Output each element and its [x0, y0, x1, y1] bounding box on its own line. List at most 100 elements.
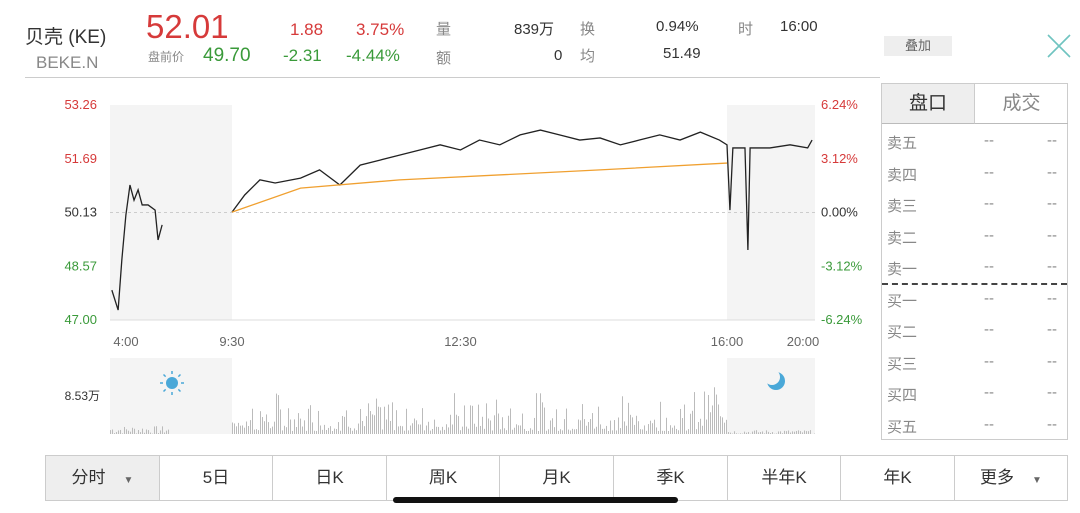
volume-bar	[320, 425, 321, 434]
volume-bar	[762, 431, 763, 434]
price-line	[231, 129, 813, 250]
volume-bar	[608, 430, 609, 434]
tab-trades[interactable]: 成交	[975, 84, 1068, 124]
volume-bar	[614, 420, 615, 434]
volume-bar	[584, 419, 585, 434]
tab-period[interactable]: 日K	[273, 455, 387, 501]
intraday-chart[interactable]: 53.26 6.24% 51.69 3.12% 50.13 0.00% 48.57 -3.12…	[0, 80, 880, 440]
volume-bar	[150, 432, 151, 434]
volume-bar	[254, 429, 255, 434]
orderbook-volume: --	[1047, 321, 1057, 338]
volume-bar	[740, 433, 741, 434]
volume-bar	[462, 426, 463, 434]
tab-label: 半年K	[761, 468, 807, 487]
orderbook-volume: --	[1047, 415, 1057, 433]
volume-bar	[414, 418, 415, 434]
volume-bar	[128, 430, 129, 434]
volume-bar	[688, 429, 689, 434]
volume-bar	[316, 430, 317, 434]
volume-bar	[622, 396, 623, 434]
volume-bar	[426, 425, 427, 434]
turnover-label: 换	[580, 21, 596, 38]
y-tick-right: 0.00%	[821, 205, 858, 220]
orderbook-row: 卖一 -- --	[882, 252, 1067, 283]
tab-period[interactable]: 半年K	[728, 455, 841, 501]
volume-bar	[804, 430, 805, 434]
volume-bar	[470, 405, 471, 434]
volume-bar	[412, 423, 413, 434]
volume-bar	[402, 426, 403, 434]
volume-bar	[502, 417, 503, 434]
volume-bar	[468, 428, 469, 434]
tab-period[interactable]: 周K	[387, 455, 500, 501]
volume-bar	[112, 429, 113, 434]
volume-bar	[522, 413, 523, 434]
orderbook-volume: --	[1047, 226, 1057, 244]
volume-bar	[686, 430, 687, 434]
volume-label: 量	[436, 21, 452, 38]
volume-bar	[356, 430, 357, 434]
tab-period[interactable]: 分时 ▼	[45, 455, 160, 501]
tab-period[interactable]: 5日	[160, 455, 273, 501]
volume-bar	[756, 430, 757, 434]
volume-bar	[324, 424, 325, 434]
volume-bar	[586, 425, 587, 434]
orderbook-price: --	[984, 415, 994, 433]
volume-bar	[118, 430, 119, 434]
volume-bar	[620, 428, 621, 434]
volume-bar	[126, 429, 127, 434]
volume-bar	[296, 427, 297, 434]
tab-period[interactable]: 月K	[500, 455, 614, 501]
volume-bar	[330, 426, 331, 434]
volume-bar	[158, 433, 159, 434]
volume-bar	[532, 429, 533, 434]
orderbook-price: --	[984, 352, 994, 370]
tab-label: 分时	[71, 468, 106, 487]
volume-bar	[534, 417, 535, 434]
volume-bar	[682, 418, 683, 434]
tab-period[interactable]: 季K	[614, 455, 728, 501]
volume-bar	[498, 413, 499, 434]
volume-bar	[332, 430, 333, 434]
tab-orderbook[interactable]: 盘口	[882, 84, 975, 124]
volume-bar	[370, 411, 371, 434]
tab-period[interactable]: 年K	[841, 455, 955, 501]
volume-bar	[134, 428, 135, 434]
volume-bar	[724, 422, 725, 434]
volume-bar	[554, 427, 555, 434]
volume-bar	[400, 425, 401, 434]
y-tick-left: 53.26	[64, 97, 97, 112]
orderbook-row: 卖四 -- --	[882, 158, 1067, 189]
tab-period[interactable]: 更多 ▼	[955, 455, 1068, 501]
volume-bar	[292, 430, 293, 434]
volume-bar	[768, 431, 769, 434]
orderbook-volume: --	[1047, 384, 1057, 401]
premarket-label: 盘前价	[148, 50, 185, 64]
volume-bar	[408, 430, 409, 434]
price-change-pct: 3.75%	[356, 20, 405, 39]
volume-bar	[592, 413, 593, 434]
volume-bar	[648, 424, 649, 434]
volume-bar	[348, 426, 349, 434]
orderbook-level: 买三	[887, 355, 918, 373]
volume-bar	[168, 429, 169, 434]
volume-bar	[482, 416, 483, 434]
close-icon[interactable]	[1046, 33, 1072, 59]
volume-bar	[708, 394, 709, 434]
volume-bar	[516, 424, 517, 434]
volume-bar	[120, 429, 121, 434]
volume-bar	[282, 430, 283, 434]
volume-bar	[552, 418, 553, 434]
y-tick-right: 3.12%	[821, 151, 858, 166]
volume-bar	[394, 430, 395, 434]
y-tick-right: 6.24%	[821, 97, 858, 112]
volume-bar	[440, 430, 441, 434]
volume-bar	[596, 426, 597, 434]
overlay-button[interactable]: 叠加	[884, 36, 952, 56]
volume-bar	[726, 419, 727, 434]
volume-bar	[398, 426, 399, 434]
volume-bar	[388, 404, 389, 434]
volume-bar	[342, 415, 343, 434]
volume-bar	[796, 430, 797, 434]
volume-bar	[472, 405, 473, 434]
